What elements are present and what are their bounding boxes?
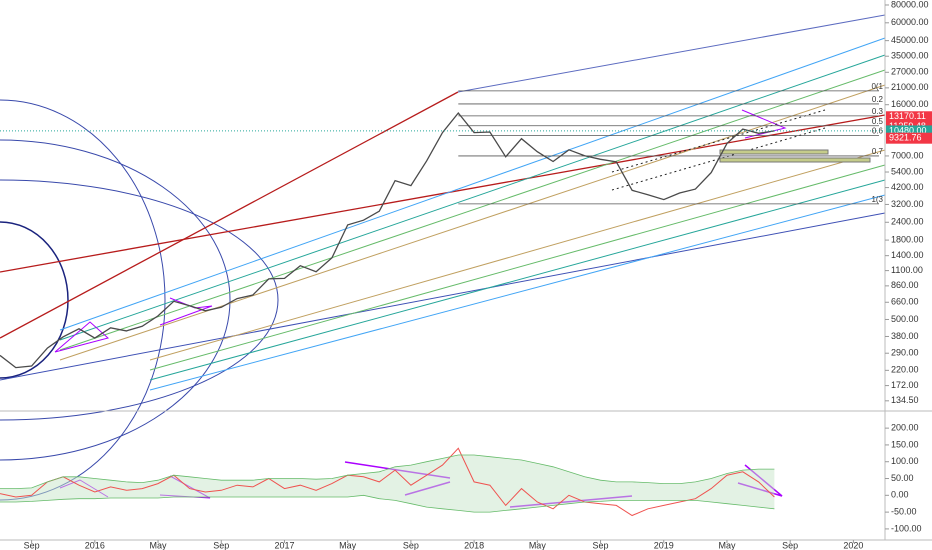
band-fill <box>0 455 775 513</box>
fork-line <box>149 179 886 381</box>
y-tick-label: 60000.00 <box>891 17 929 27</box>
y-tick-label: -50.00 <box>891 506 917 516</box>
y-tick-label: 1100.00 <box>891 265 923 275</box>
fork-line <box>59 69 886 351</box>
y-tick-label: 2400.00 <box>891 217 924 227</box>
fib-label: 0.7 <box>872 147 884 156</box>
y-tick-label: 0.00 <box>891 490 909 500</box>
y-tick-label: 7000.00 <box>891 150 924 160</box>
zone <box>719 157 871 163</box>
oscillator-line <box>0 447 775 517</box>
y-tick-label: 100.00 <box>891 456 919 466</box>
x-tick-label: May <box>150 540 168 550</box>
fork-line <box>149 149 886 361</box>
fib-label: 0.5 <box>872 117 884 126</box>
y-tick-label: 80000.00 <box>891 0 929 9</box>
y-tick-label: 16000.00 <box>891 99 929 109</box>
price-label: 13170.11 <box>889 111 926 121</box>
triangle <box>54 321 110 353</box>
y-tick-label: 150.00 <box>891 439 919 449</box>
price-line <box>0 111 775 369</box>
y-tick-label: 200.00 <box>891 423 919 433</box>
fork-line <box>149 164 886 371</box>
fork-line <box>0 212 886 381</box>
fork-line <box>59 54 886 341</box>
price-label-box <box>886 132 932 144</box>
x-tick-label: Sep <box>24 540 40 550</box>
y-tick-label: 5400.00 <box>891 166 924 176</box>
fib-label: 0.6 <box>872 127 884 136</box>
y-tick-label: 3200.00 <box>891 199 924 209</box>
triangle <box>159 297 213 326</box>
fork-line <box>59 37 886 331</box>
drawings <box>0 14 886 508</box>
y-tick-label: 45000.00 <box>891 35 929 45</box>
y-tick-label: 4200.00 <box>891 182 924 192</box>
fork-line <box>149 194 886 391</box>
fork-line <box>457 14 886 93</box>
y-tick-label: 660.00 <box>891 297 919 307</box>
arc <box>0 99 166 501</box>
x-tick-label: 2020 <box>843 540 863 550</box>
x-tick-label: Sep <box>593 540 609 550</box>
x-tick-label: May <box>718 540 736 550</box>
price-label: 10480.00 <box>889 125 927 135</box>
x-tick-label: Sep <box>403 540 419 550</box>
price-label-box <box>886 125 932 137</box>
y-tick-label: 27000.00 <box>891 67 929 77</box>
trend-line <box>0 91 459 339</box>
price-label: 9321.76 <box>889 133 922 143</box>
y-tick-label: 1400.00 <box>891 250 924 260</box>
y-tick-label: 1800.00 <box>891 234 924 244</box>
arc <box>0 139 231 461</box>
y-tick-label: 50.00 <box>891 473 914 483</box>
zone <box>719 149 829 155</box>
arc <box>0 221 69 379</box>
x-tick-label: 2017 <box>274 540 294 550</box>
y-tick-label: 860.00 <box>891 280 919 290</box>
x-tick-label: 2016 <box>85 540 105 550</box>
fib-label: 1(3 <box>871 195 883 204</box>
band-line <box>0 454 775 489</box>
x-tick-label: 2018 <box>464 540 484 550</box>
dotted-line <box>611 109 826 173</box>
y-tick-label: 35000.00 <box>891 51 929 61</box>
trend-line <box>0 114 886 273</box>
y-tick-label: 290.00 <box>891 348 919 358</box>
fib-label: 0.3 <box>872 107 884 116</box>
y-tick-label: 500.00 <box>891 314 919 324</box>
fib-label: 0(1 <box>871 82 883 91</box>
x-tick-label: Sep <box>213 540 229 550</box>
y-tick-label: -100.00 <box>891 523 922 533</box>
price-label-box <box>886 111 932 123</box>
x-tick-label: May <box>529 540 547 550</box>
x-tick-label: May <box>339 540 357 550</box>
x-tick-label: 2019 <box>654 540 674 550</box>
x-tick-label: Sep <box>782 540 798 550</box>
y-tick-label: 134.50 <box>891 395 919 405</box>
fib-label: 0.2 <box>872 95 884 104</box>
y-tick-label: 380.00 <box>891 331 919 341</box>
y-tick-label: 220.00 <box>891 365 919 375</box>
y-tick-label: 21000.00 <box>891 82 929 92</box>
arc <box>0 179 279 421</box>
band-line <box>0 494 775 513</box>
y-tick-label: 172.00 <box>891 380 919 390</box>
